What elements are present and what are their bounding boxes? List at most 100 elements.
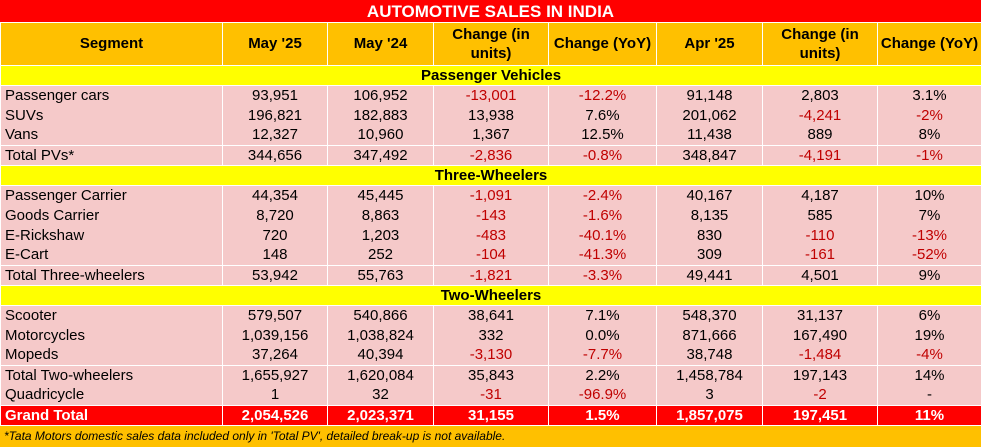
value-cell: -1,484	[763, 345, 878, 365]
value-cell: 2,803	[763, 85, 878, 105]
value-cell: 35,843	[434, 365, 549, 385]
value-cell: 889	[763, 125, 878, 145]
value-cell: 11,438	[657, 125, 763, 145]
value-cell: 720	[223, 225, 328, 245]
value-cell: 347,492	[328, 145, 434, 165]
value-cell: 348,847	[657, 145, 763, 165]
value-cell: -1,091	[434, 185, 549, 205]
value-cell: 585	[763, 205, 878, 225]
value-cell: 14%	[878, 365, 981, 385]
value-cell: 871,666	[657, 325, 763, 345]
value-cell: 1,655,927	[223, 365, 328, 385]
value-cell: 32	[328, 385, 434, 405]
value-cell: -7.7%	[549, 345, 657, 365]
value-cell: 1,620,084	[328, 365, 434, 385]
value-cell: 8%	[878, 125, 981, 145]
value-cell: 7.1%	[549, 305, 657, 325]
value-cell: -483	[434, 225, 549, 245]
value-cell: -1,821	[434, 265, 549, 285]
segment-cell: Goods Carrier	[1, 205, 223, 225]
segment-cell: Mopeds	[1, 345, 223, 365]
value-cell: 37,264	[223, 345, 328, 365]
segment-cell: Total PVs*	[1, 145, 223, 165]
value-cell: 309	[657, 245, 763, 265]
value-cell: 4,187	[763, 185, 878, 205]
value-cell: -41.3%	[549, 245, 657, 265]
header-segment: Segment	[1, 23, 223, 65]
grand-total-value: 1.5%	[549, 405, 657, 425]
value-cell: -2	[763, 385, 878, 405]
value-cell: 3.1%	[878, 85, 981, 105]
value-cell: -52%	[878, 245, 981, 265]
value-cell: -161	[763, 245, 878, 265]
grand-total-value: 197,451	[763, 405, 878, 425]
section-title: Passenger Vehicles	[1, 65, 981, 85]
segment-cell: Total Three-wheelers	[1, 265, 223, 285]
value-cell: 8,863	[328, 205, 434, 225]
value-cell: 40,167	[657, 185, 763, 205]
value-cell: 1	[223, 385, 328, 405]
value-cell: 38,748	[657, 345, 763, 365]
value-cell: -3,130	[434, 345, 549, 365]
value-cell: -2,836	[434, 145, 549, 165]
value-cell: 1,203	[328, 225, 434, 245]
value-cell: 148	[223, 245, 328, 265]
value-cell: 1,367	[434, 125, 549, 145]
value-cell: 10%	[878, 185, 981, 205]
value-cell: 830	[657, 225, 763, 245]
value-cell: 7.6%	[549, 105, 657, 125]
value-cell: -4,191	[763, 145, 878, 165]
value-cell: 40,394	[328, 345, 434, 365]
grand-total-value: 31,155	[434, 405, 549, 425]
value-cell: -2.4%	[549, 185, 657, 205]
header-change-yoy: Change (YoY)	[549, 23, 657, 65]
segment-cell: E-Cart	[1, 245, 223, 265]
value-cell: 10,960	[328, 125, 434, 145]
value-cell: 53,942	[223, 265, 328, 285]
value-cell: -2%	[878, 105, 981, 125]
segment-cell: Scooter	[1, 305, 223, 325]
value-cell: -110	[763, 225, 878, 245]
value-cell: 182,883	[328, 105, 434, 125]
value-cell: 548,370	[657, 305, 763, 325]
value-cell: -1%	[878, 145, 981, 165]
value-cell: 91,148	[657, 85, 763, 105]
value-cell: -31	[434, 385, 549, 405]
value-cell: 31,137	[763, 305, 878, 325]
value-cell: -12.2%	[549, 85, 657, 105]
value-cell: 1,039,156	[223, 325, 328, 345]
section-header-row: Passenger Vehicles	[1, 65, 981, 85]
section-title: Three-Wheelers	[1, 165, 981, 185]
value-cell: 44,354	[223, 185, 328, 205]
grand-total-label: Grand Total	[1, 405, 223, 425]
value-cell: 12.5%	[549, 125, 657, 145]
value-cell: 6%	[878, 305, 981, 325]
value-cell: 1,038,824	[328, 325, 434, 345]
value-cell: -0.8%	[549, 145, 657, 165]
value-cell: 540,866	[328, 305, 434, 325]
value-cell: -4%	[878, 345, 981, 365]
segment-cell: Passenger cars	[1, 85, 223, 105]
value-cell: 49,441	[657, 265, 763, 285]
segment-cell: E-Rickshaw	[1, 225, 223, 245]
value-cell: 3	[657, 385, 763, 405]
header-apr-25: Apr '25	[657, 23, 763, 65]
value-cell: 13,938	[434, 105, 549, 125]
value-cell: -13%	[878, 225, 981, 245]
segment-cell: Vans	[1, 125, 223, 145]
value-cell: 9%	[878, 265, 981, 285]
section-header-row: Three-Wheelers	[1, 165, 981, 185]
segment-cell: Total Two-wheelers	[1, 365, 223, 385]
header-change-mom: Change (YoY)	[878, 23, 981, 65]
value-cell: 19%	[878, 325, 981, 345]
